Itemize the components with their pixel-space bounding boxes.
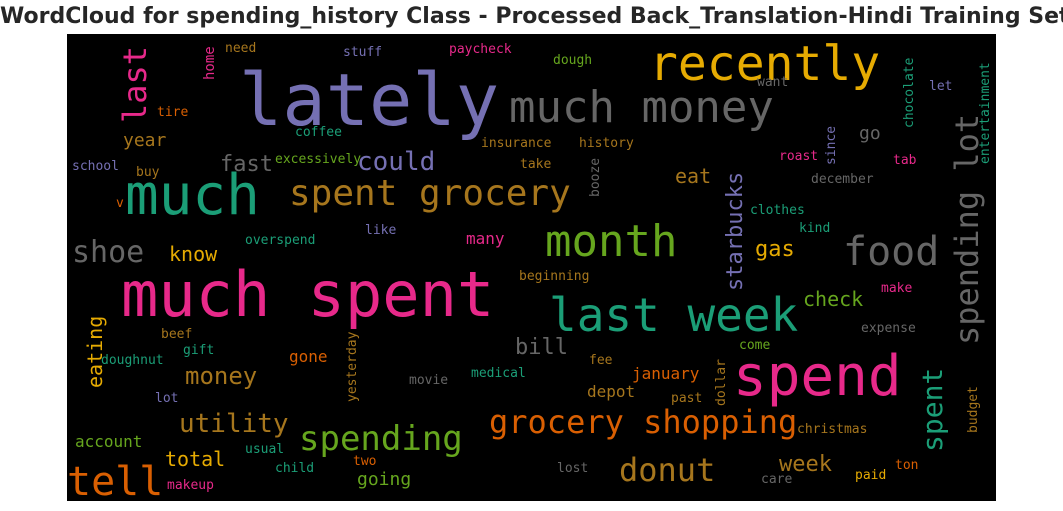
word-home: home — [202, 46, 218, 80]
word-expense: expense — [861, 321, 916, 336]
word-need: need — [225, 41, 257, 56]
word-much: much — [125, 163, 260, 228]
word-paid: paid — [855, 468, 887, 483]
word-go: go — [859, 123, 881, 144]
word-much-money: much money — [509, 82, 774, 133]
word-medical: medical — [471, 366, 526, 381]
word-utility: utility — [179, 409, 289, 439]
word-paycheck: paycheck — [449, 42, 512, 57]
word-chocolate: chocolate — [902, 57, 917, 128]
word-much-spent: much spent — [121, 258, 495, 331]
word-usual: usual — [245, 442, 285, 457]
word-v: v — [116, 196, 124, 211]
word-money: money — [185, 362, 258, 390]
word-fee: fee — [589, 353, 613, 368]
word-gift: gift — [183, 343, 215, 358]
word-donut: donut — [619, 451, 716, 489]
word-tab: tab — [893, 153, 917, 168]
word-christmas: christmas — [797, 422, 868, 437]
word-take: take — [520, 157, 552, 172]
word-month: month — [545, 216, 678, 267]
word-grocery-shopping: grocery shopping — [489, 403, 798, 441]
word-kind: kind — [799, 221, 831, 236]
word-year: year — [123, 130, 167, 151]
word-booze: booze — [588, 157, 603, 197]
word-tire: tire — [157, 105, 189, 120]
word-buy: buy — [136, 165, 160, 180]
word-stuff: stuff — [343, 45, 383, 60]
word-come: come — [739, 338, 771, 353]
word-overspend: overspend — [245, 233, 316, 248]
word-doughnut: doughnut — [101, 353, 164, 368]
word-last: last — [116, 45, 154, 123]
word-history: history — [579, 136, 634, 151]
word-school: school — [72, 159, 119, 174]
word-two: two — [353, 454, 377, 469]
word-like: like — [365, 223, 397, 238]
word-makeup: makeup — [167, 478, 214, 493]
word-spending: spending — [299, 419, 463, 459]
word-budget: budget — [966, 386, 981, 433]
word-yesterday: yesterday — [345, 331, 360, 402]
word-lost: lost — [557, 461, 589, 476]
word-many: many — [466, 229, 505, 248]
word-food: food — [843, 229, 940, 275]
word-last-week: last week — [549, 288, 799, 342]
word-recently: recently — [649, 36, 881, 92]
chart-title: WordCloud for spending_history Class - P… — [0, 4, 1063, 29]
word-starbucks: starbucks — [723, 171, 748, 291]
word-eat: eat — [675, 164, 712, 188]
word-child: child — [275, 461, 315, 476]
word-fast: fast — [220, 152, 273, 177]
word-coffee: coffee — [295, 125, 342, 140]
word-december: december — [811, 172, 874, 187]
word-make: make — [881, 281, 913, 296]
word-account: account — [75, 432, 143, 451]
word-past: past — [671, 391, 703, 406]
word-since: since — [824, 125, 839, 165]
word-spend: spend — [733, 344, 902, 409]
word-insurance: insurance — [481, 136, 552, 151]
wordcloud-canvas: lately recently much money last much spent gr… — [67, 34, 996, 501]
word-week: week — [779, 452, 832, 477]
word-clothes: clothes — [750, 203, 805, 218]
word-january: january — [632, 364, 700, 383]
word-excessively: excessively — [275, 152, 362, 167]
word-dough: dough — [553, 53, 593, 68]
word-could: could — [357, 147, 436, 177]
word-going: going — [357, 469, 412, 490]
word-ton: ton — [895, 458, 919, 473]
word-gas: gas — [755, 237, 795, 262]
word-let: let — [929, 79, 953, 94]
word-shoe: shoe — [72, 235, 145, 270]
word-dollar: dollar — [714, 359, 729, 406]
word-spent-grocery: spent grocery — [289, 173, 571, 214]
word-entertainment: entertainment — [978, 62, 993, 164]
word-check: check — [803, 287, 864, 311]
word-tell: tell — [67, 459, 164, 501]
word-movie: movie — [409, 373, 449, 388]
word-care: care — [761, 472, 793, 487]
word-bill: bill — [515, 335, 568, 360]
word-roast: roast — [779, 149, 819, 164]
word-lately: lately — [239, 58, 500, 142]
word-lot: lot — [155, 391, 179, 406]
word-want: want — [757, 75, 789, 90]
word-beginning: beginning — [519, 269, 590, 284]
word-gone: gone — [289, 347, 328, 366]
word-depot: depot — [587, 382, 636, 401]
word-beef: beef — [161, 327, 193, 342]
word-total: total — [165, 447, 226, 471]
word-spent: spent — [916, 367, 949, 452]
word-eating: eating — [83, 315, 107, 388]
word-know: know — [169, 242, 218, 266]
